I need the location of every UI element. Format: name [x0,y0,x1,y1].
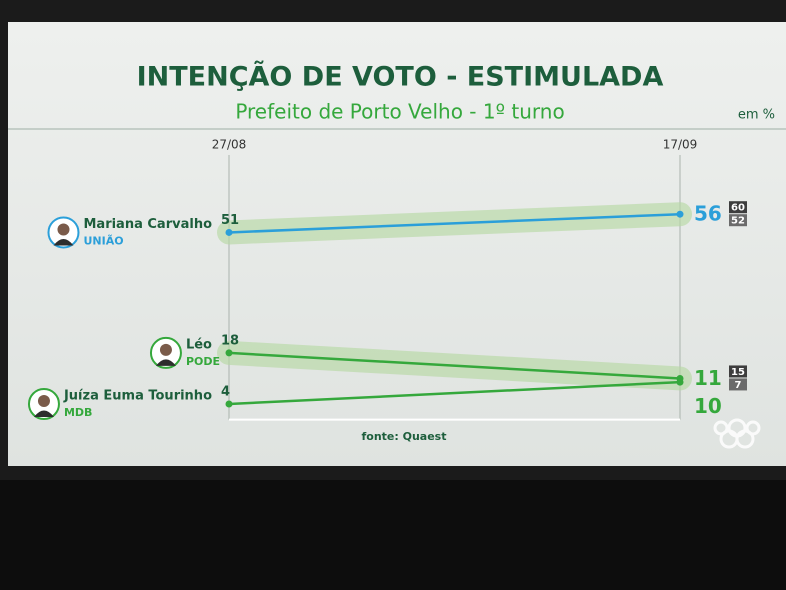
source: fonte: Quaest [362,430,447,443]
range-box [729,378,747,391]
start-value-label: 51 [221,213,239,228]
end-value-label: 56 [694,202,722,226]
range-label: 7 [735,380,742,391]
point [676,210,684,218]
point [225,228,233,236]
candidate-party: UNIÃO [83,234,123,247]
range-box [729,365,747,378]
avatar-body [155,359,176,366]
candidate-party: MDB [64,406,92,419]
range-label: 60 [731,203,745,214]
range-box [729,214,747,227]
series-line [228,380,681,406]
chart-panel [8,22,786,466]
candidate-name: Léo [186,337,212,352]
logo [713,418,761,449]
point [225,349,233,357]
avatar-head [159,343,172,356]
start-value-label: 4 [221,385,230,400]
range-box [729,201,747,214]
x-tick-label: 27/08 [212,138,247,152]
point [676,378,684,386]
unit-label: em % [738,108,775,123]
x-tick-label: 17/09 [663,138,698,152]
avatar-head [57,223,70,236]
tv-bottom [0,480,786,590]
candidate-name: Mariana Carvalho [83,217,212,232]
candidate-party: PODE [186,355,220,368]
range-label: 15 [731,367,745,378]
candidate-name: Juíza Euma Tourinho [63,389,212,404]
chart-title: INTENÇÃO DE VOTO - ESTIMULADA [137,61,664,93]
avatar-head [37,395,50,407]
avatar-body [53,238,74,246]
end-value-label: 11 [694,366,722,390]
range-label: 52 [731,216,745,227]
chart-subtitle: Prefeito de Porto Velho - 1º turno [235,100,564,124]
series-line [228,351,681,380]
start-value-label: 18 [221,333,239,348]
series-line [228,212,681,234]
point [225,400,233,408]
end-value-label: 10 [694,394,722,418]
avatar-body [33,410,54,417]
